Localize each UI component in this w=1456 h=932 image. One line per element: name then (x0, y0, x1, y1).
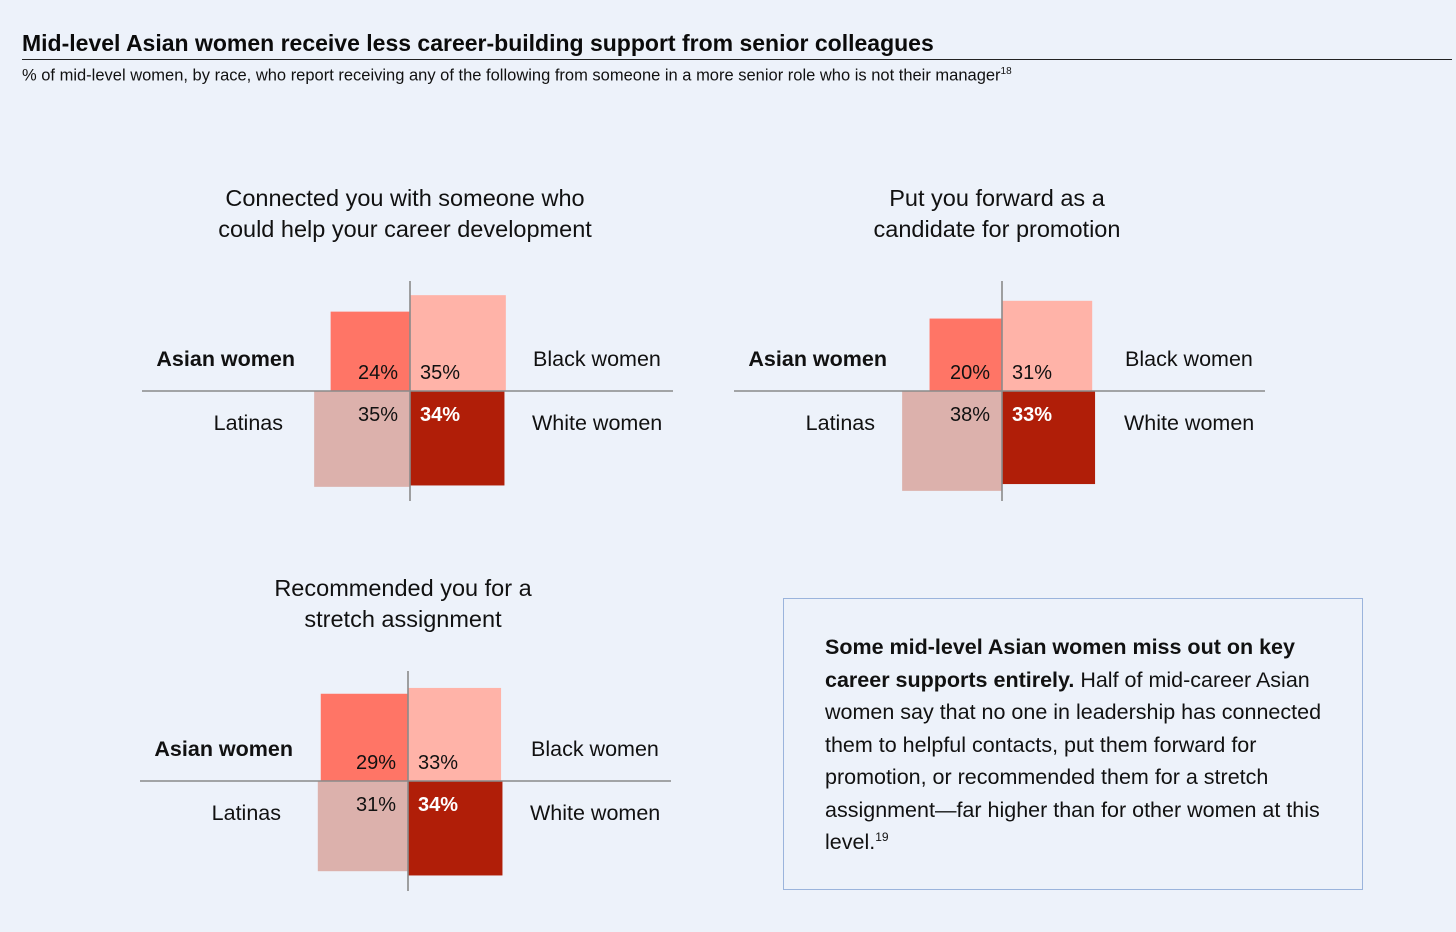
value-label-latina: 31% (356, 794, 396, 816)
square-latina (317, 781, 408, 872)
square-black (408, 687, 502, 781)
callout-headline: Some mid-level Asian women miss out on k… (825, 635, 1295, 692)
category-label-black: Black women (531, 737, 659, 761)
square-asian (320, 693, 408, 781)
category-label-black: Black women (533, 347, 661, 371)
square-white (1002, 391, 1096, 485)
chart-heading-line: Put you forward as a (889, 185, 1105, 211)
value-label-asian: 29% (356, 752, 396, 774)
square-white (410, 391, 505, 486)
category-label-white: White women (1124, 411, 1254, 435)
chart-heading-line: candidate for promotion (874, 216, 1121, 242)
square-white (408, 781, 503, 876)
subtitle-footnote: 18 (1000, 66, 1012, 77)
square-latina (902, 391, 1002, 491)
callout-footnote: 19 (875, 829, 889, 844)
value-label-white: 34% (418, 794, 458, 816)
chart-title: Mid-level Asian women receive less caree… (22, 30, 934, 56)
category-label-black: Black women (1125, 347, 1253, 371)
square-latina (314, 391, 410, 487)
category-label-latina: Latinas (212, 801, 281, 825)
chart-heading-line: Recommended you for a (274, 575, 532, 601)
value-label-black: 35% (420, 362, 460, 384)
chart-subtitle: % of mid-level women, by race, who repor… (22, 66, 1012, 86)
subtitle-text: % of mid-level women, by race, who repor… (22, 66, 1001, 85)
chart-heading-line: Connected you with someone who (225, 185, 584, 211)
value-label-white: 33% (1012, 404, 1052, 426)
value-label-latina: 38% (950, 404, 990, 426)
value-label-asian: 20% (950, 362, 990, 384)
callout-box: Some mid-level Asian women miss out on k… (783, 598, 1363, 890)
square-asian (330, 311, 410, 391)
category-label-latina: Latinas (806, 411, 875, 435)
category-label-asian: Asian women (748, 347, 887, 371)
category-label-white: White women (530, 801, 660, 825)
category-label-white: White women (532, 411, 662, 435)
chart-heading-line: stretch assignment (304, 606, 502, 632)
value-label-black: 31% (1012, 362, 1052, 384)
value-label-black: 33% (418, 752, 458, 774)
value-label-asian: 24% (358, 362, 398, 384)
square-asian (929, 318, 1002, 391)
title-divider (22, 59, 1452, 60)
category-label-asian: Asian women (154, 737, 293, 761)
square-black (1002, 300, 1093, 391)
chart-heading-line: could help your career development (218, 216, 592, 242)
category-label-asian: Asian women (156, 347, 295, 371)
value-label-white: 34% (420, 404, 460, 426)
value-label-latina: 35% (358, 404, 398, 426)
square-black (410, 295, 506, 391)
callout-body: Half of mid-career Asian women say that … (825, 667, 1322, 855)
category-label-latina: Latinas (214, 411, 283, 435)
